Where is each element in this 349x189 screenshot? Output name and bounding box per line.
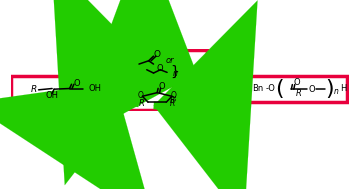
Text: O: O bbox=[154, 50, 161, 59]
Text: O: O bbox=[73, 79, 80, 88]
Text: (: ( bbox=[275, 79, 284, 99]
Text: H: H bbox=[340, 84, 346, 93]
Text: O: O bbox=[309, 85, 315, 94]
Bar bbox=[10, 76, 104, 102]
Text: R': R' bbox=[169, 99, 177, 108]
Text: O: O bbox=[294, 78, 300, 87]
Text: n: n bbox=[172, 69, 177, 78]
Text: OH: OH bbox=[46, 91, 59, 100]
Text: O: O bbox=[171, 91, 177, 100]
Text: R': R' bbox=[169, 96, 177, 105]
Text: O: O bbox=[159, 82, 165, 91]
Bar bbox=[114, 85, 210, 110]
Text: O: O bbox=[157, 64, 164, 73]
Text: OH: OH bbox=[89, 84, 102, 93]
Text: R: R bbox=[30, 85, 37, 94]
Bar bbox=[239, 76, 347, 102]
Text: O: O bbox=[138, 91, 143, 100]
Text: R: R bbox=[138, 99, 144, 108]
Text: or: or bbox=[166, 56, 174, 65]
Bar bbox=[114, 50, 207, 79]
Text: R: R bbox=[296, 89, 302, 98]
Text: }: } bbox=[170, 64, 179, 78]
Text: ): ) bbox=[325, 79, 334, 99]
Text: -O: -O bbox=[265, 84, 275, 93]
Text: n: n bbox=[334, 87, 339, 96]
Text: Bn: Bn bbox=[253, 84, 264, 93]
